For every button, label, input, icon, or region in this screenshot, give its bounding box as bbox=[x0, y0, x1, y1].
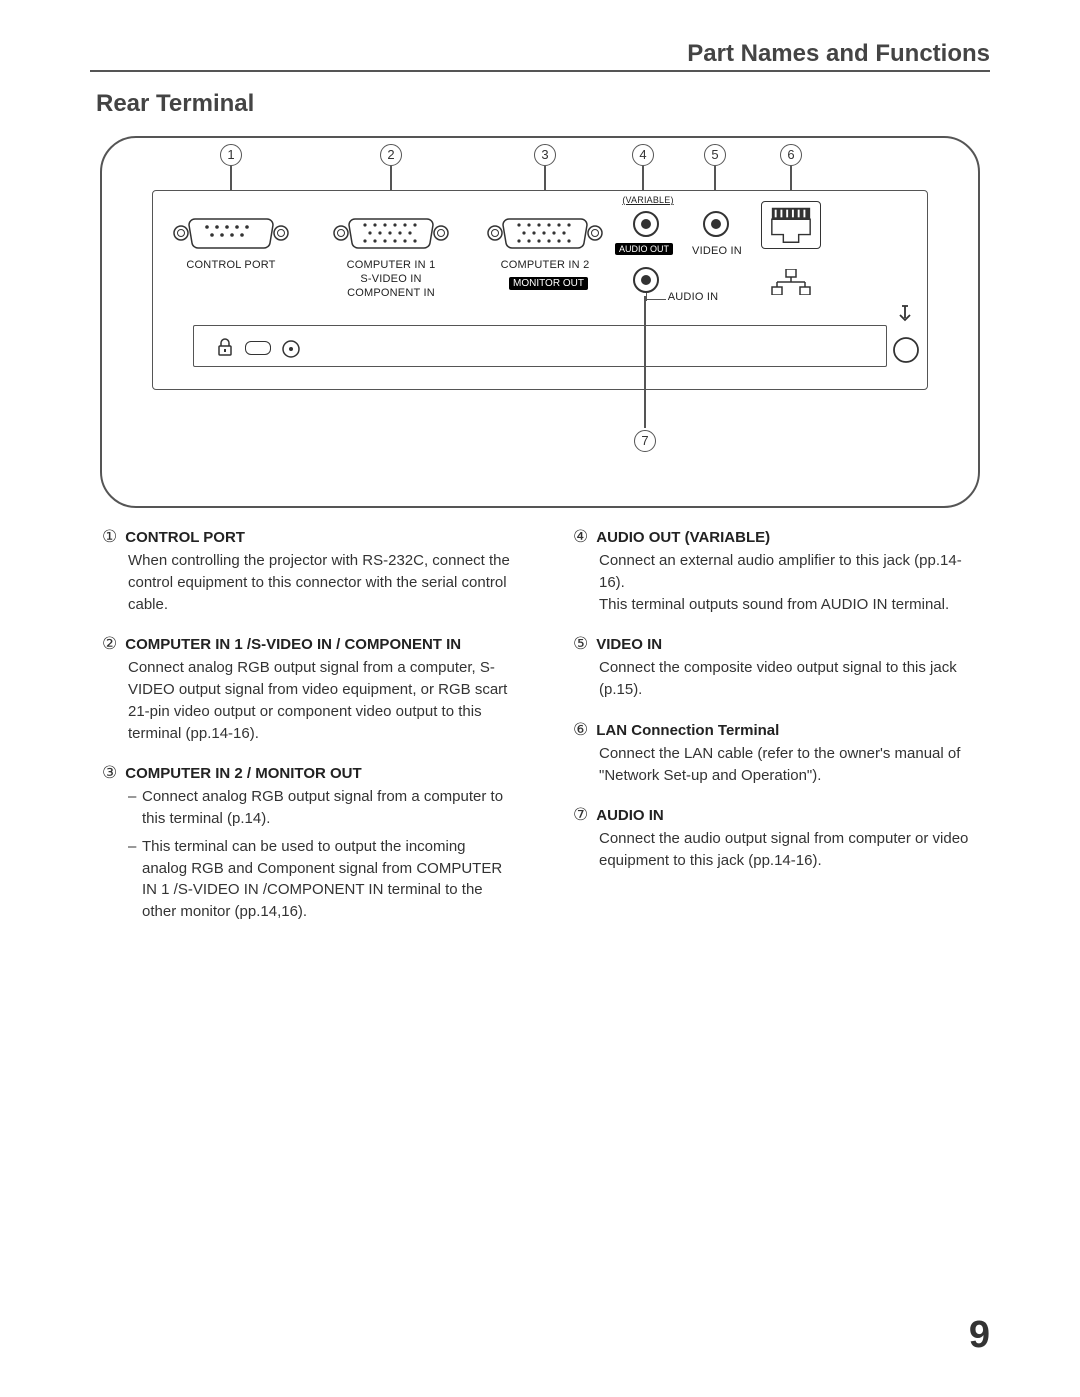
item-number: ③ bbox=[102, 764, 117, 781]
label-control-port: CONTROL PORT bbox=[181, 259, 281, 271]
item-title: AUDIO IN bbox=[596, 807, 664, 824]
item-5: ⑤ VIDEO IN Connect the composite video o… bbox=[573, 635, 984, 701]
divider bbox=[90, 70, 990, 72]
item-number: ⑦ bbox=[573, 806, 588, 823]
dot-circle-icon bbox=[281, 339, 301, 359]
item-title: CONTROL PORT bbox=[125, 529, 245, 546]
chapter-title: Part Names and Functions bbox=[90, 40, 990, 68]
audio-out-jack bbox=[633, 211, 659, 237]
item-body: When controlling the projector with RS-2… bbox=[128, 550, 513, 615]
computer-in-2-connector bbox=[485, 213, 605, 253]
item-number: ② bbox=[102, 635, 117, 652]
section-title: Rear Terminal bbox=[96, 90, 990, 118]
callout-6: 6 bbox=[780, 144, 802, 166]
slot-icon bbox=[245, 341, 271, 355]
item-title: LAN Connection Terminal bbox=[596, 722, 779, 739]
terminal-panel: CONTROL PORT COMPUTER IN 1 S-VIDEO IN CO… bbox=[152, 190, 928, 390]
kensington-lock-icon bbox=[215, 337, 235, 357]
circle-icon bbox=[891, 335, 921, 365]
label-monitor-out: MONITOR OUT bbox=[509, 277, 588, 290]
item-number: ⑤ bbox=[573, 635, 588, 652]
label-s-video-in: S-VIDEO IN bbox=[341, 273, 441, 285]
lan-icon bbox=[771, 269, 811, 295]
item-body: Connect analog RGB output signal from a … bbox=[128, 786, 513, 923]
item-title: COMPUTER IN 2 / MONITOR OUT bbox=[125, 765, 361, 782]
page-number: 9 bbox=[969, 1314, 990, 1357]
label-variable: (VARIABLE) bbox=[613, 195, 683, 205]
item-body: Connect the composite video output signa… bbox=[599, 657, 984, 701]
item-4: ④ AUDIO OUT (VARIABLE) Connect an extern… bbox=[573, 528, 984, 615]
label-computer-in-2: COMPUTER IN 2 bbox=[495, 259, 595, 271]
item-7: ⑦ AUDIO IN Connect the audio output sign… bbox=[573, 806, 984, 872]
item-number: ④ bbox=[573, 528, 588, 545]
item-title: COMPUTER IN 1 /S-VIDEO IN / COMPONENT IN bbox=[125, 636, 461, 653]
item-6: ⑥ LAN Connection Terminal Connect the LA… bbox=[573, 721, 984, 787]
lan-port bbox=[761, 201, 821, 249]
list-item: Connect analog RGB output signal from a … bbox=[128, 786, 513, 830]
down-arrow-icon bbox=[893, 303, 917, 327]
item-number: ① bbox=[102, 528, 117, 545]
label-audio-in: AUDIO IN bbox=[663, 291, 723, 303]
audio-in-jack bbox=[633, 267, 659, 293]
item-title: VIDEO IN bbox=[596, 636, 662, 653]
item-body: Connect an external audio amplifier to t… bbox=[599, 550, 984, 615]
video-in-jack bbox=[703, 211, 729, 237]
callout-1: 1 bbox=[220, 144, 242, 166]
callout-7: 7 bbox=[634, 430, 656, 452]
computer-in-1-connector bbox=[331, 213, 451, 253]
label-computer-in-1: COMPUTER IN 1 bbox=[341, 259, 441, 271]
control-port-connector bbox=[171, 213, 291, 253]
item-title: AUDIO OUT (VARIABLE) bbox=[596, 529, 770, 546]
item-3: ③ COMPUTER IN 2 / MONITOR OUT Connect an… bbox=[102, 764, 513, 923]
right-column: ④ AUDIO OUT (VARIABLE) Connect an extern… bbox=[573, 528, 984, 943]
rear-terminal-diagram: 1 2 3 4 5 6 bbox=[100, 136, 980, 508]
callout-2: 2 bbox=[380, 144, 402, 166]
label-audio-out: AUDIO OUT bbox=[615, 243, 673, 255]
list-item: This terminal can be used to output the … bbox=[128, 836, 513, 923]
description-columns: ① CONTROL PORT When controlling the proj… bbox=[102, 528, 984, 943]
callout-4: 4 bbox=[632, 144, 654, 166]
item-body: Connect the audio output signal from com… bbox=[599, 828, 984, 872]
label-component-in: COMPONENT IN bbox=[341, 287, 441, 299]
item-number: ⑥ bbox=[573, 721, 588, 738]
label-video-in: VIDEO IN bbox=[687, 245, 747, 257]
left-column: ① CONTROL PORT When controlling the proj… bbox=[102, 528, 513, 943]
callout-3: 3 bbox=[534, 144, 556, 166]
item-1: ① CONTROL PORT When controlling the proj… bbox=[102, 528, 513, 615]
item-body: Connect analog RGB output signal from a … bbox=[128, 657, 513, 744]
item-body: Connect the LAN cable (refer to the owne… bbox=[599, 743, 984, 787]
callout-5: 5 bbox=[704, 144, 726, 166]
item-2: ② COMPUTER IN 1 /S-VIDEO IN / COMPONENT … bbox=[102, 635, 513, 744]
